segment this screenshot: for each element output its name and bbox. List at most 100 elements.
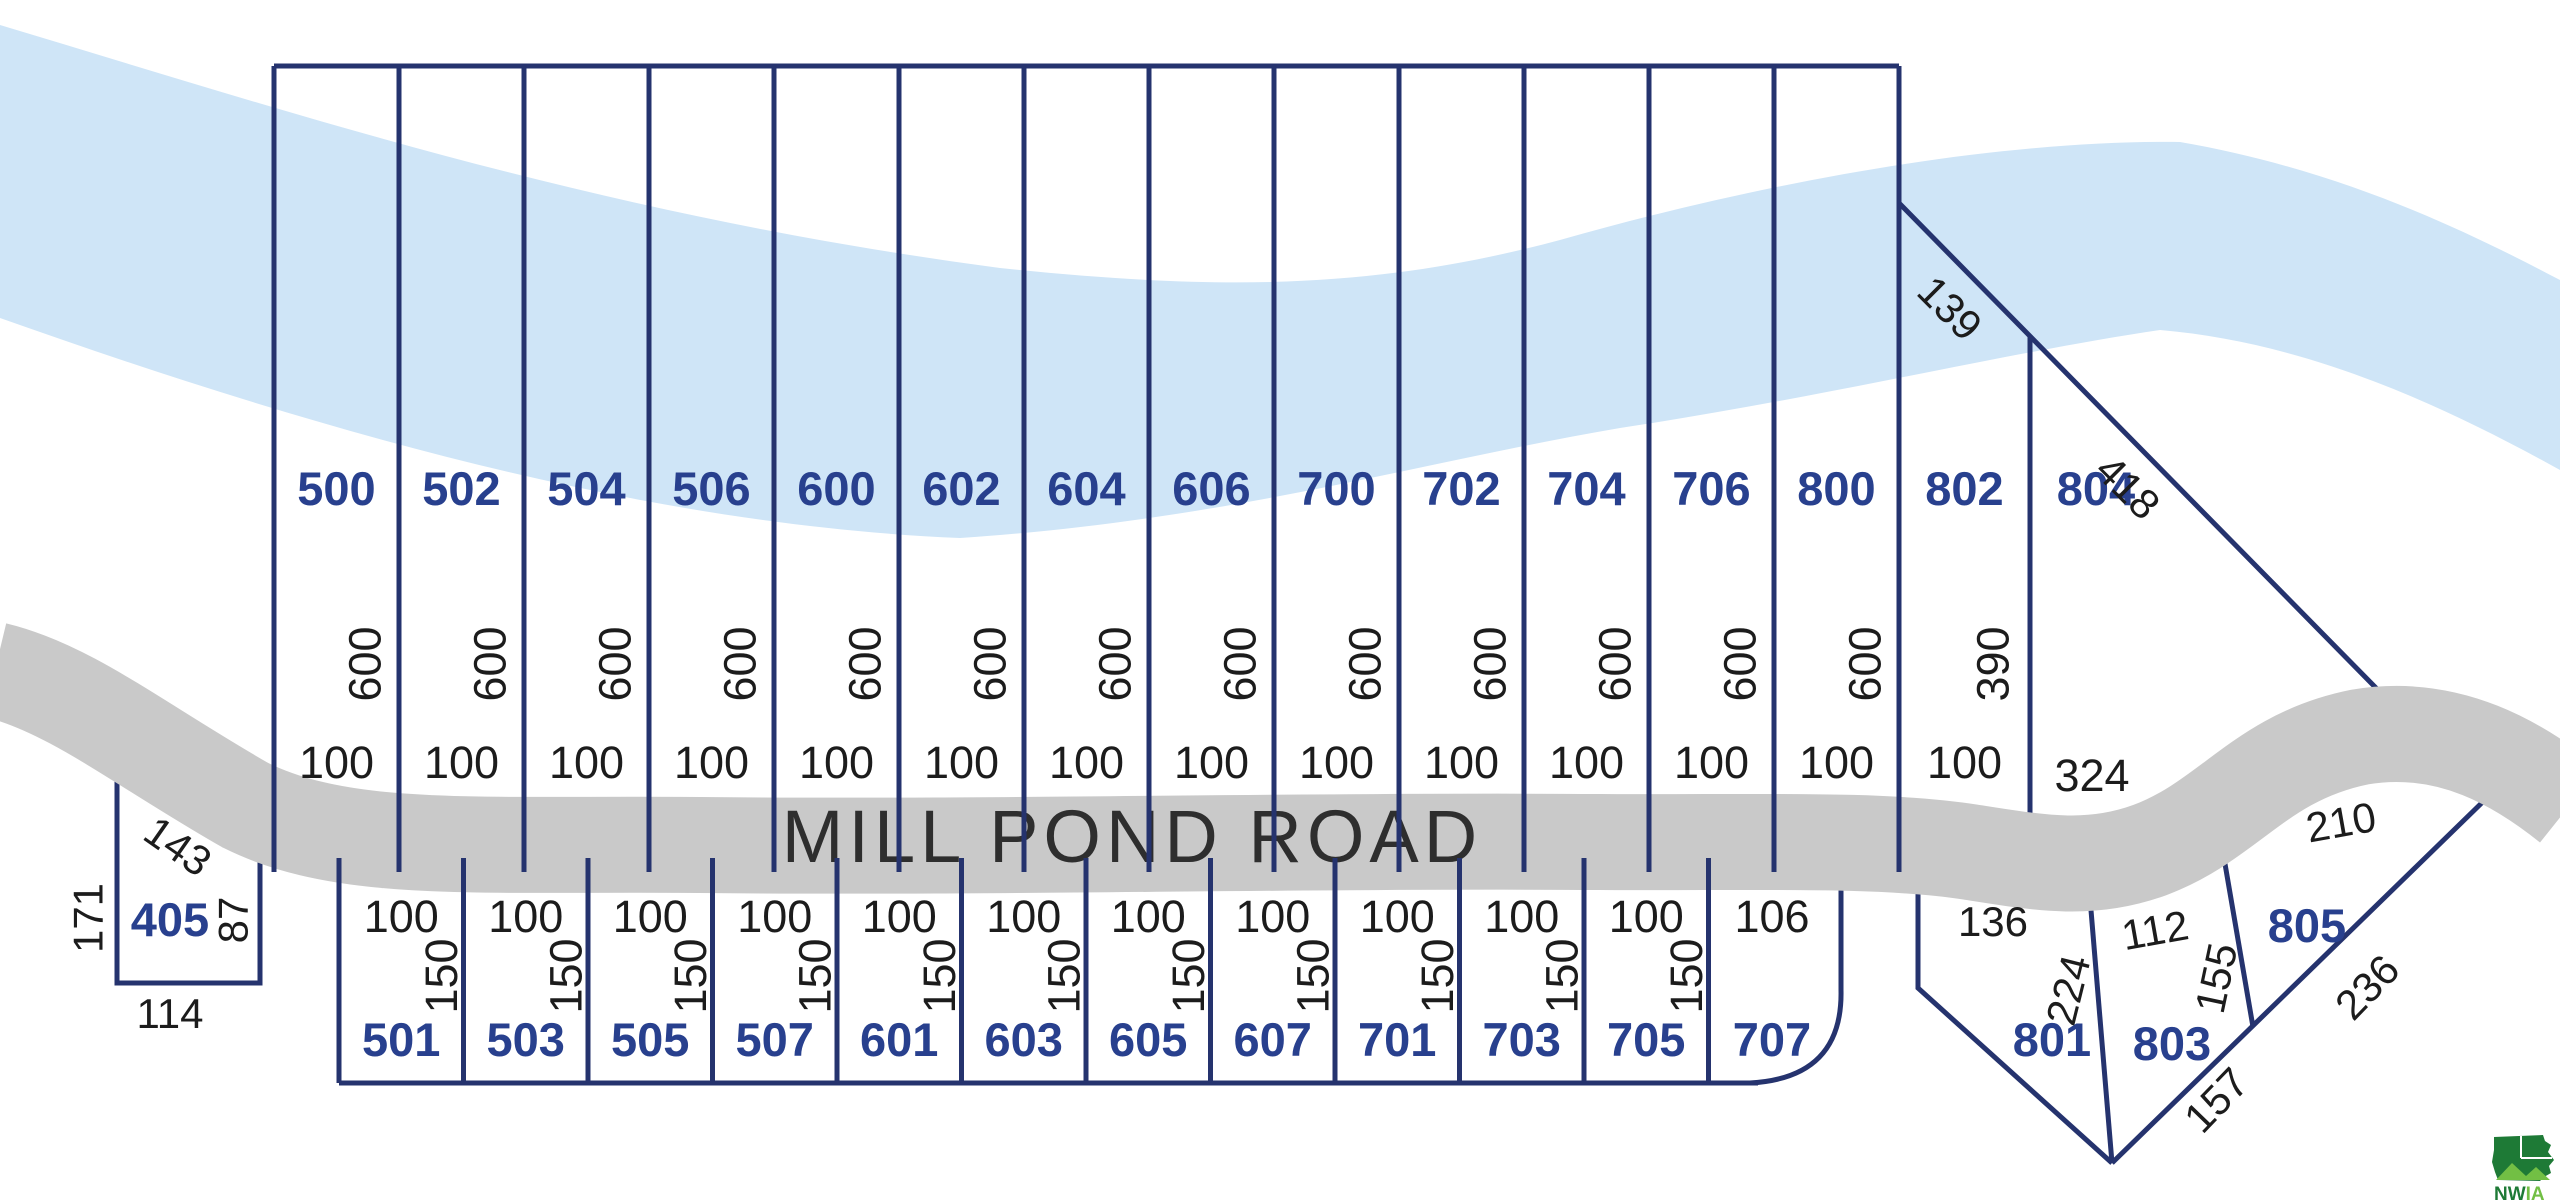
lot-number: 601	[860, 1013, 938, 1066]
lot-number: 802	[1925, 462, 2003, 515]
lot-frontage-dimension: 100	[488, 891, 563, 942]
lot-801-803-divider-224	[2084, 861, 2115, 1164]
lot-frontage-dimension: 100	[674, 737, 749, 788]
lot-frontage-dimension: 100	[1360, 891, 1435, 942]
lot-frontage-dimension: 100	[299, 737, 374, 788]
lot-number: 803	[2133, 1017, 2211, 1070]
lot-depth-dimension: 600	[464, 626, 515, 701]
lot-depth-dimension: 150	[1412, 938, 1463, 1013]
nwia-logo-text-nw: NW	[2494, 1184, 2526, 1203]
lot-number: 405	[131, 893, 209, 946]
river	[0, 25, 2560, 538]
lot-frontage-dimension: 100	[364, 891, 439, 942]
lot-depth-dimension: 600	[1464, 626, 1515, 701]
lot-frontage-dimension: 100	[862, 891, 937, 942]
lot-804-diagonal-139-418	[1897, 201, 2380, 692]
lot-depth-dimension: 390	[1967, 626, 2018, 701]
lot-depth-dimension: 150	[1661, 938, 1712, 1013]
lot-depth-dimension: 600	[964, 626, 1015, 701]
lot-frontage-dimension: 100	[1927, 737, 2002, 788]
rear-diagonal-236-157	[2110, 788, 2497, 1165]
lot-frontage-dimension: 100	[1424, 737, 1499, 788]
lot-number: 502	[422, 462, 500, 515]
lot-number: 706	[1672, 462, 1750, 515]
lot-depth-dimension: 150	[416, 938, 467, 1013]
lot-number: 600	[797, 462, 875, 515]
lot-depth-dimension: 600	[1214, 626, 1265, 701]
lot-number: 605	[1109, 1013, 1187, 1066]
lot-number: 800	[1797, 462, 1875, 515]
lot-edge-dimension: 87	[210, 897, 257, 944]
lot-number: 702	[1422, 462, 1500, 515]
lot-frontage-dimension: 100	[613, 891, 688, 942]
mill-pond-road-surface	[0, 623, 2560, 912]
lot-number: 604	[1047, 462, 1125, 515]
lot-depth-dimension: 600	[589, 626, 640, 701]
lot-frontage-dimension: 106	[1734, 891, 1809, 942]
nwia-logo-text-ia: IA	[2526, 1184, 2545, 1203]
lot-frontage-dimension: 100	[737, 891, 812, 942]
lot-number: 701	[1358, 1013, 1436, 1066]
lot-frontage-dimension: 100	[924, 737, 999, 788]
lot-depth-dimension: 150	[665, 938, 716, 1013]
nwia-logo-grid-line	[2520, 1136, 2552, 1159]
lot-boundaries	[114, 63, 2497, 1165]
lot-depth-dimension: 150	[1288, 938, 1339, 1013]
lot-number: 505	[611, 1013, 689, 1066]
lot-number: 801	[2013, 1013, 2091, 1066]
lot-frontage-dimension: 100	[1049, 737, 1124, 788]
lot-number: 703	[1483, 1013, 1561, 1066]
lot-frontage-dimension: 100	[1111, 891, 1186, 942]
lot-depth-dimension: 150	[790, 938, 841, 1013]
lot-frontage-dimension: 100	[986, 891, 1061, 942]
lot-edge-dimension: 171	[65, 883, 112, 953]
lot-number: 804	[2057, 462, 2135, 515]
lot-frontage-dimension: 100	[1235, 891, 1310, 942]
lot-frontage-dimension: 100	[1174, 737, 1249, 788]
lot-number: 507	[736, 1013, 814, 1066]
lot-depth-dimension: 600	[339, 626, 390, 701]
lot-frontage-dimension: 100	[1609, 891, 1684, 942]
lot-frontage-dimension: 100	[799, 737, 874, 788]
lot-depth-dimension: 600	[1339, 626, 1390, 701]
lot-depth-dimension: 600	[839, 626, 890, 701]
lot-number: 603	[985, 1013, 1063, 1066]
lot-frontage-dimension: 100	[1549, 737, 1624, 788]
lot-frontage-dimension: 100	[549, 737, 624, 788]
lot-depth-dimension: 600	[1089, 626, 1140, 701]
lot-depth-dimension: 150	[1537, 938, 1588, 1013]
lot-number: 503	[487, 1013, 565, 1066]
outlot-405-outline	[114, 700, 263, 986]
lot-frontage-dimension: 100	[1299, 737, 1374, 788]
lot-number: 805	[2268, 899, 2346, 952]
lot-number: 606	[1172, 462, 1250, 515]
lot-number: 500	[297, 462, 375, 515]
lot-801-west-and-south-edge	[1915, 850, 2114, 1165]
lot-frontage-dimension: 112	[2118, 901, 2192, 959]
lot-depth-dimension: 600	[1589, 626, 1640, 701]
lot-707-east-rounded-edge	[1749, 860, 1844, 1086]
lot-depth-dimension: 600	[1839, 626, 1890, 701]
lot-frontage-dimension: 100	[424, 737, 499, 788]
lot-number: 705	[1607, 1013, 1685, 1066]
lot-depth-dimension: 600	[1714, 626, 1765, 701]
lot-frontage-dimension: 324	[2054, 750, 2129, 801]
lot-number: 704	[1547, 462, 1625, 515]
nwia-logo-text: NWIA	[2494, 1184, 2545, 1203]
lot-number: 707	[1733, 1013, 1811, 1066]
lot-depth-dimension: 150	[1039, 938, 1090, 1013]
lot-number: 501	[362, 1013, 440, 1066]
lot-depth-dimension: 150	[1163, 938, 1214, 1013]
lot-depth-dimension: 600	[714, 626, 765, 701]
lot-number: 504	[547, 462, 625, 515]
lot-number: 700	[1297, 462, 1375, 515]
lot-depth-dimension: 150	[914, 938, 965, 1013]
lot-frontage-dimension: 100	[1799, 737, 1874, 788]
lot-number: 602	[922, 462, 1000, 515]
lot-edge-dimension: 114	[137, 990, 204, 1037]
lot-frontage-dimension: 136	[1958, 898, 2028, 945]
nwia-logo-hills	[2496, 1163, 2550, 1180]
road-name-label: MILL POND ROAD	[782, 795, 1482, 878]
lot-number: 607	[1234, 1013, 1312, 1066]
